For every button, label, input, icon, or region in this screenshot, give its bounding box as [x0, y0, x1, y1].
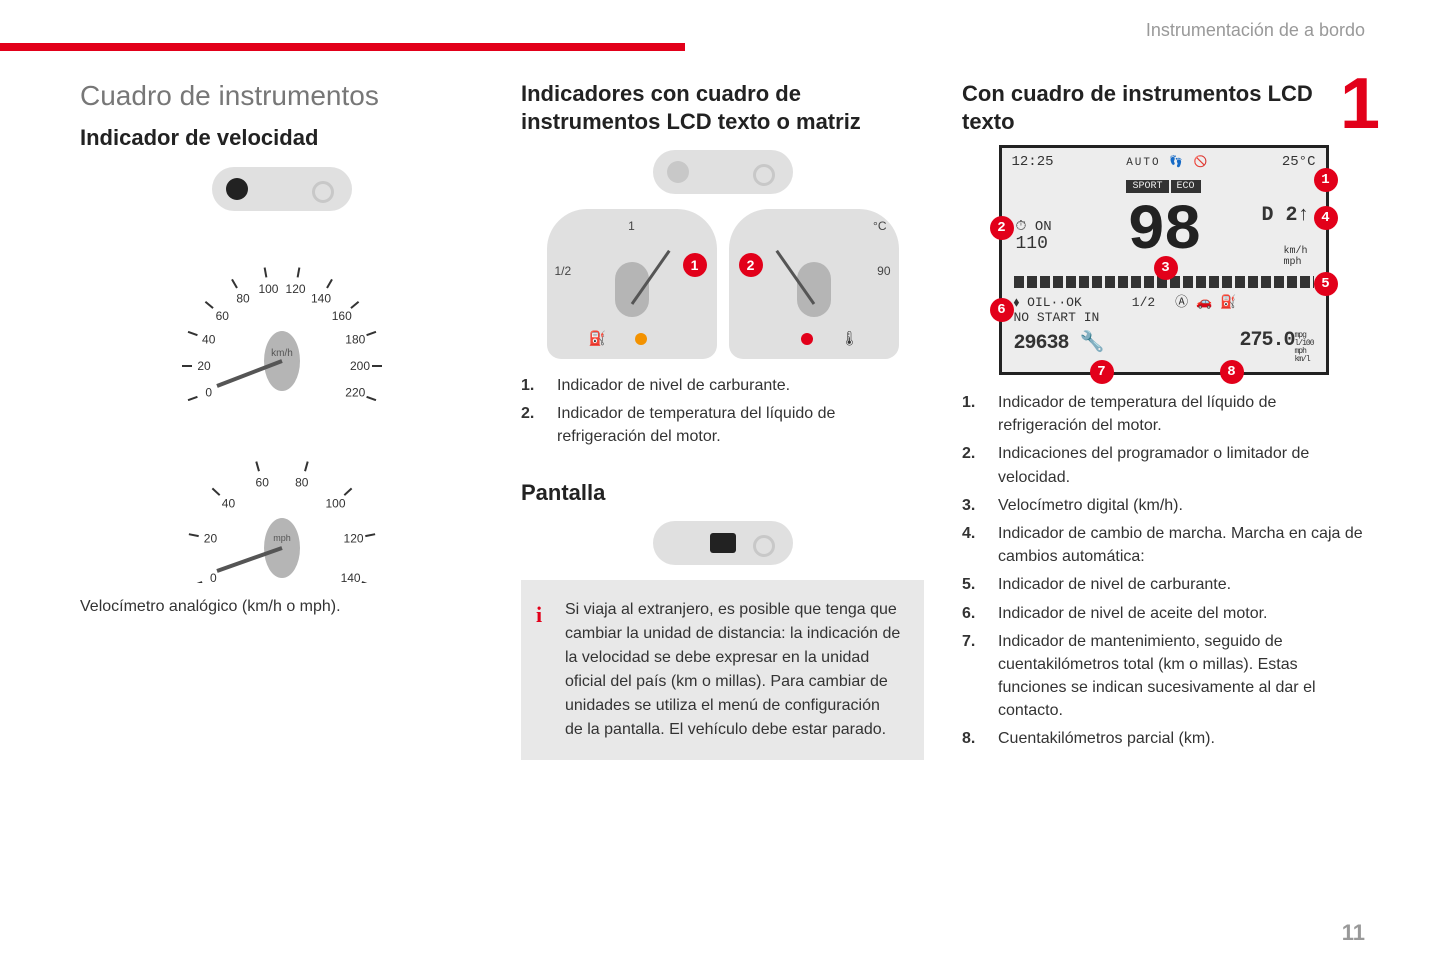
content-columns: Cuadro de instrumentos Indicador de velo… [80, 80, 1365, 763]
lcd-panel: 12:25 AUTO 👣 🚫 25°C SPORTECO ⏱ ON 110 98… [999, 145, 1329, 375]
stalk-icon [653, 150, 793, 194]
svg-text:40: 40 [202, 332, 216, 346]
callout-badge-1: 1 [683, 253, 707, 277]
gauge-group-speedo: 020406080100120140160180200220 km/h 0204… [80, 167, 483, 583]
svg-text:140: 140 [340, 570, 360, 582]
svg-text:180: 180 [345, 332, 365, 346]
svg-text:0: 0 [210, 570, 217, 582]
page-number: 11 [1342, 920, 1365, 946]
subtitle-pantalla: Pantalla [521, 479, 924, 507]
svg-text:km/h: km/h [271, 348, 293, 359]
speedometer-mph: 0 20 40 60 80 100 120 140 mph [152, 413, 412, 583]
svg-text:120: 120 [343, 531, 363, 545]
stalk-icon [212, 167, 352, 211]
svg-text:60: 60 [215, 308, 229, 322]
callout-badge-1: 1 [1314, 168, 1338, 192]
lcd-oil-block: ⬧ OIL··OK1/2Ⓐ 🚗 ⛽ NO START IN [1014, 296, 1237, 326]
callout-badge-2: 2 [739, 253, 763, 277]
callout-badge-2: 2 [990, 216, 1014, 240]
lcd-bottom-row: 29638 🔧 275.0mpgl/100mphkm/l [1014, 329, 1314, 364]
lcd-top-icons: AUTO 👣 🚫 [1126, 155, 1209, 169]
page-title: Cuadro de instrumentos [80, 80, 483, 112]
speedometer-kmh: 0 20 40 60 80 100 120 140160 180 200 220 km/h [152, 221, 412, 401]
lcd-cruise-block: ⏱ ON 110 [1016, 220, 1052, 255]
svg-text:120: 120 [285, 282, 305, 296]
info-text: Si viaja al extranjero, es posible que t… [565, 601, 900, 738]
svg-text:80: 80 [236, 291, 250, 305]
pantalla-stalk [521, 521, 924, 565]
callout-badge-6: 6 [990, 298, 1014, 322]
callout-badge-8: 8 [1220, 360, 1244, 384]
stalk-screen-icon [653, 521, 793, 565]
subtitle-lcd-indicators: Indicadores con cuadro de instrumentos L… [521, 80, 924, 135]
speedo-caption: Velocímetro analógico (km/h o mph). [80, 598, 483, 616]
list-item: 4.Indicador de cambio de marcha. Marcha … [962, 522, 1365, 568]
lcd-time: 12:25 [1012, 154, 1054, 170]
lcd-legend-list: 1.Indicador de temperatura del líquido d… [962, 391, 1365, 751]
lcd-gear: D 2↑ [1261, 204, 1309, 227]
scale-label: °C [873, 219, 886, 233]
scale-label: 90 [877, 264, 890, 278]
svg-text:20: 20 [203, 531, 217, 545]
callout-badge-3: 3 [1154, 256, 1178, 280]
svg-text:mph: mph [273, 533, 291, 543]
column-1: Cuadro de instrumentos Indicador de velo… [80, 80, 483, 763]
list-item: 5.Indicador de nivel de carburante. [962, 573, 1365, 596]
svg-text:100: 100 [258, 282, 278, 296]
info-icon: i [536, 598, 542, 631]
svg-text:0: 0 [205, 385, 212, 399]
breadcrumb: Instrumentación de a bordo [1146, 20, 1365, 41]
top-accent-bar [0, 43, 685, 51]
lcd-speed-units: km/hmph [1283, 246, 1307, 268]
subtitle-lcd-text: Con cuadro de instrumentos LCD texto [962, 80, 1365, 135]
fuel-icon: ⛽ [589, 330, 606, 347]
list-item: 3.Velocímetro digital (km/h). [962, 494, 1365, 517]
list-item: 8.Cuentakilómetros parcial (km). [962, 727, 1365, 750]
lcd-temp-unit: °C [1299, 154, 1316, 170]
scale-label: 1 [628, 219, 635, 233]
list-item: 7.Indicador de mantenimiento, seguido de… [962, 630, 1365, 723]
callout-badge-5: 5 [1314, 272, 1338, 296]
list-item: 2.Indicaciones del programador o limitad… [962, 442, 1365, 488]
lcd-mode-row: SPORTECO [1002, 180, 1326, 193]
subtitle-speed-indicator: Indicador de velocidad [80, 124, 483, 152]
callout-badge-7: 7 [1090, 360, 1114, 384]
svg-text:20: 20 [197, 359, 211, 373]
warning-dot-red [801, 333, 813, 345]
list-item: 1.Indicador de nivel de carburante. [521, 374, 924, 397]
fuel-gauge: 1 1/2 1 ⛽ [547, 209, 717, 359]
svg-text:220: 220 [345, 385, 365, 399]
svg-text:60: 60 [255, 475, 269, 489]
callout-badge-4: 4 [1314, 206, 1338, 230]
lcd-ext-temp: 25 [1282, 154, 1299, 170]
svg-text:200: 200 [349, 359, 369, 373]
svg-text:80: 80 [295, 475, 309, 489]
list-item: 1.Indicador de temperatura del líquido d… [962, 391, 1365, 437]
list-item: 6.Indicador de nivel de aceite del motor… [962, 602, 1365, 625]
scale-label: 1/2 [555, 264, 572, 278]
info-box: i Si viaja al extranjero, es posible que… [521, 580, 924, 760]
temp-icon: 🌡 [841, 330, 859, 347]
lcd-mode-label: ECO [1171, 180, 1201, 193]
list-item: 2.Indicador de temperatura del líquido d… [521, 402, 924, 448]
indicator-list: 1.Indicador de nivel de carburante. 2.Ind… [521, 374, 924, 449]
temp-gauge: °C 90 2 🌡 [729, 209, 899, 359]
lcd-mode-label: SPORT [1126, 180, 1168, 193]
svg-text:140: 140 [310, 291, 330, 305]
svg-text:160: 160 [331, 308, 351, 322]
dual-gauge-group: 1 1/2 1 ⛽ °C 90 2 🌡 [521, 150, 924, 359]
svg-text:40: 40 [221, 496, 235, 510]
column-2: Indicadores con cuadro de instrumentos L… [521, 80, 924, 763]
warning-dot-amber [635, 333, 647, 345]
column-3: Con cuadro de instrumentos LCD texto 12:… [962, 80, 1365, 763]
svg-text:100: 100 [325, 496, 345, 510]
